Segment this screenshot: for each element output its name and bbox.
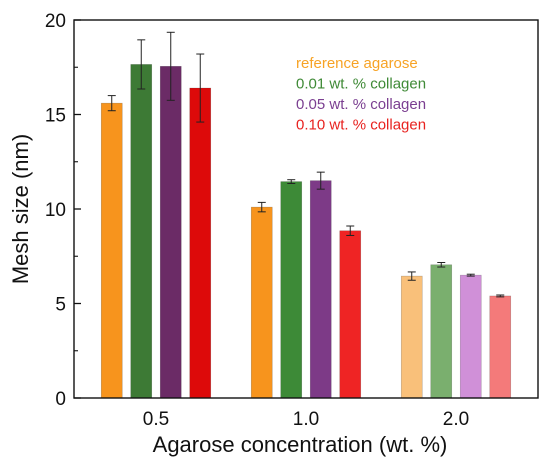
bars-layer xyxy=(100,64,512,399)
bar xyxy=(489,295,512,399)
legend-entry: 0.10 wt. % collagen xyxy=(296,117,426,134)
bar xyxy=(430,264,453,399)
bar xyxy=(159,66,182,399)
x-axis-label: Agarose concentration (wt. %) xyxy=(153,432,448,457)
bar xyxy=(309,180,332,399)
y-axis-label: Mesh size (nm) xyxy=(8,134,33,284)
y-tick-label: 5 xyxy=(55,295,66,316)
bar xyxy=(280,181,303,399)
x-tick-label: 2.0 xyxy=(443,409,469,430)
bar xyxy=(400,275,423,399)
legend-entry: 0.01 wt. % collagen xyxy=(296,76,426,93)
bar xyxy=(250,206,273,399)
bar xyxy=(459,274,482,399)
legend: reference agarose 0.01 wt. % collagen 0.05… xyxy=(296,55,426,134)
x-axis-ticks: 0.5 1.0 2.0 xyxy=(143,409,469,430)
y-tick-label: 10 xyxy=(45,200,66,221)
legend-entry: reference agarose xyxy=(296,55,418,72)
x-tick-label: 1.0 xyxy=(293,409,319,430)
error-bars-layer xyxy=(107,31,505,298)
bar xyxy=(339,230,362,399)
legend-entry: 0.05 wt. % collagen xyxy=(296,96,426,113)
y-axis-ticks: 0 5 10 15 20 xyxy=(45,11,81,410)
bar xyxy=(100,102,123,399)
y-tick-label: 20 xyxy=(45,11,66,32)
y-tick-label: 0 xyxy=(55,389,66,410)
x-tick-label: 0.5 xyxy=(143,409,169,430)
y-tick-label: 15 xyxy=(45,106,66,127)
bar xyxy=(189,87,212,399)
bar xyxy=(130,64,153,399)
